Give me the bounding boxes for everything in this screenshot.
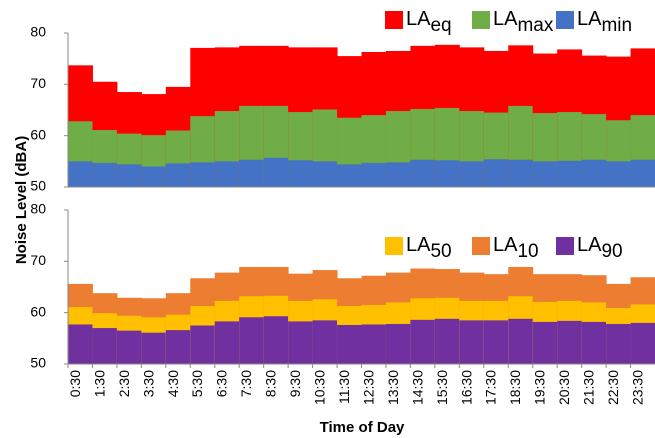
area-step bbox=[116, 330, 142, 364]
area-step bbox=[606, 323, 632, 364]
area-step bbox=[190, 162, 216, 187]
area-step bbox=[434, 160, 460, 187]
x-tick-label: 21:30 bbox=[581, 370, 597, 405]
area-step bbox=[239, 159, 265, 187]
area-step bbox=[214, 321, 240, 364]
legend-swatch bbox=[385, 237, 403, 255]
legend-swatch bbox=[472, 237, 490, 255]
legend-label: LA10 bbox=[493, 234, 539, 262]
area-step bbox=[483, 159, 509, 187]
area-step bbox=[459, 320, 485, 364]
x-tick-label: 10:30 bbox=[312, 370, 328, 405]
area-step bbox=[410, 319, 436, 364]
y-tick-label: 80 bbox=[30, 201, 46, 217]
legend-label: LAmin bbox=[577, 8, 632, 36]
area-step bbox=[508, 159, 534, 187]
x-tick-label: 2:30 bbox=[116, 370, 132, 397]
x-tick-label: 19:30 bbox=[532, 370, 548, 405]
x-tick-label: 13:30 bbox=[385, 370, 401, 405]
legend-swatch bbox=[556, 11, 574, 29]
legend-label: LA50 bbox=[406, 234, 452, 262]
area-step bbox=[557, 320, 583, 364]
legend-swatch bbox=[556, 237, 574, 255]
y-tick-label: 70 bbox=[30, 252, 46, 268]
area-step bbox=[141, 166, 167, 187]
y-tick-label: 50 bbox=[30, 178, 46, 194]
area-step bbox=[385, 162, 411, 187]
area-step bbox=[581, 159, 607, 187]
legend-label: LA90 bbox=[577, 234, 623, 262]
x-tick-label: 7:30 bbox=[238, 370, 254, 397]
area-step bbox=[288, 160, 314, 187]
area-step bbox=[630, 159, 655, 187]
x-tick-label: 11:30 bbox=[336, 370, 352, 404]
x-tick-label: 16:30 bbox=[458, 370, 474, 405]
x-axis-title: Time of Day bbox=[320, 419, 405, 436]
area-step bbox=[606, 161, 632, 187]
x-tick-label: 4:30 bbox=[165, 370, 181, 397]
area-step bbox=[337, 324, 362, 364]
x-tick-label: 3:30 bbox=[140, 370, 156, 397]
area-step bbox=[410, 159, 436, 187]
area-step bbox=[263, 316, 289, 364]
x-tick-label: 22:30 bbox=[605, 370, 621, 405]
x-tick-label: 18:30 bbox=[507, 370, 523, 405]
area-step bbox=[312, 161, 338, 187]
area-step bbox=[68, 161, 93, 187]
y-tick-label: 50 bbox=[30, 355, 46, 371]
legend-label: LAmax bbox=[493, 8, 554, 36]
area-step bbox=[190, 325, 216, 364]
x-tick-label: 12:30 bbox=[360, 370, 376, 405]
area-step bbox=[288, 321, 314, 364]
x-tick-label: 14:30 bbox=[409, 370, 425, 405]
x-tick-label: 17:30 bbox=[483, 370, 499, 405]
x-tick-label: 15:30 bbox=[434, 370, 450, 405]
area-step bbox=[337, 164, 362, 187]
legend-swatch bbox=[472, 11, 490, 29]
x-tick-label: 23:30 bbox=[629, 370, 645, 405]
area-step bbox=[532, 321, 558, 364]
area-step bbox=[141, 332, 167, 364]
area-step bbox=[459, 161, 485, 187]
area-step bbox=[361, 162, 387, 187]
legend-swatch bbox=[385, 11, 403, 29]
area-step bbox=[385, 323, 411, 364]
area-step bbox=[581, 321, 607, 364]
y-axis-title: Noise Level (dBA) bbox=[13, 136, 30, 264]
y-tick-label: 70 bbox=[30, 75, 46, 91]
y-tick-label: 60 bbox=[30, 303, 46, 319]
y-tick-label: 80 bbox=[30, 24, 46, 40]
area-step bbox=[312, 320, 338, 364]
area-step bbox=[557, 160, 583, 187]
area-step bbox=[532, 161, 558, 187]
area-step bbox=[239, 317, 265, 364]
area-step bbox=[483, 320, 509, 364]
area-step bbox=[263, 157, 289, 187]
area-step bbox=[165, 330, 191, 364]
area-step bbox=[630, 322, 655, 364]
area-step bbox=[165, 163, 191, 187]
area-step bbox=[508, 318, 534, 364]
area-step bbox=[92, 328, 118, 364]
area-step bbox=[68, 324, 93, 364]
x-tick-label: 9:30 bbox=[287, 370, 303, 397]
x-tick-label: 6:30 bbox=[214, 370, 230, 397]
x-tick-label: 8:30 bbox=[263, 370, 279, 397]
area-step bbox=[434, 318, 460, 364]
x-tick-label: 20:30 bbox=[556, 370, 572, 405]
y-tick-label: 60 bbox=[30, 126, 46, 142]
legend-label: LAeq bbox=[406, 8, 452, 36]
x-tick-label: 0:30 bbox=[67, 370, 83, 397]
area-step bbox=[92, 162, 118, 187]
x-tick-label: 1:30 bbox=[91, 370, 107, 397]
x-tick-label: 5:30 bbox=[189, 370, 205, 397]
area-step bbox=[361, 324, 387, 364]
area-step bbox=[116, 164, 142, 187]
area-step bbox=[214, 161, 240, 187]
